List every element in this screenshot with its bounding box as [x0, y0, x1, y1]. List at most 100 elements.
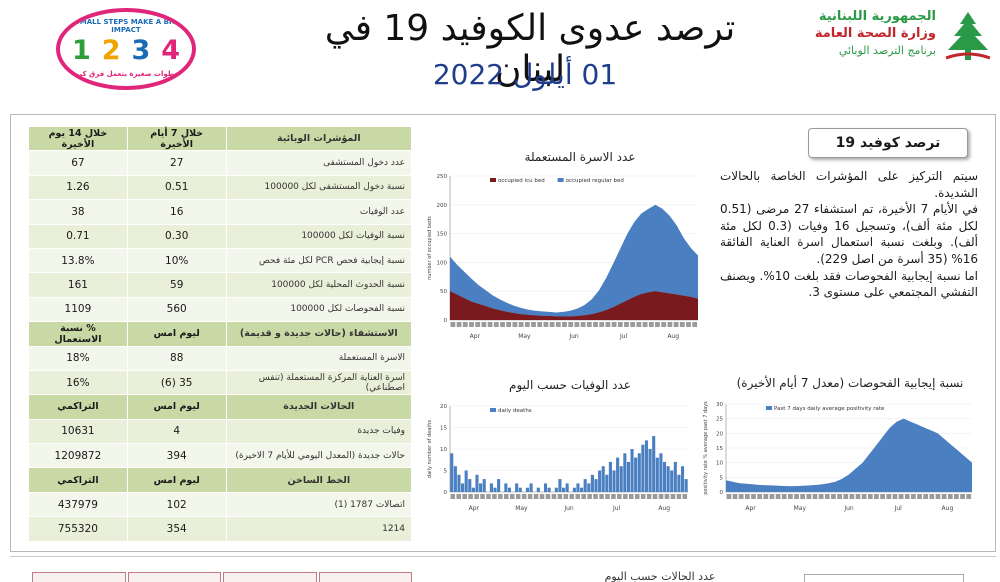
x-tick-mark — [599, 322, 605, 327]
legend-label: Past 7 days daily average positivity rat… — [774, 406, 885, 412]
ministry-name: الجمهورية اللبنانية وزارة الصحة العامة ب… — [815, 8, 936, 59]
bar — [590, 474, 594, 492]
row-value: 0.51 — [126, 174, 227, 201]
x-tick-mark — [692, 322, 698, 327]
y-tick-label: 10 — [440, 447, 447, 453]
ministry-line-3: برنامج الترصد الوبائي — [838, 44, 936, 57]
row-value: 38 — [28, 199, 128, 225]
x-tick-mark — [487, 322, 493, 327]
y-tick-label: 200 — [437, 203, 448, 209]
row-value: 0.30 — [126, 223, 227, 249]
x-tick-label: May — [794, 505, 807, 512]
y-axis-label: number of occupied beds — [427, 216, 433, 280]
x-tick-mark — [537, 322, 543, 327]
x-tick-mark — [855, 494, 861, 499]
x-tick-mark — [652, 494, 658, 499]
table-row: عدد الوفيات 16 38 — [28, 199, 413, 225]
x-tick-mark — [475, 322, 481, 327]
x-tick-mark — [630, 322, 636, 327]
x-tick-mark — [640, 494, 646, 499]
x-tick-mark — [539, 494, 545, 499]
x-tick-mark — [947, 494, 953, 499]
bar — [673, 461, 677, 492]
y-tick-label: 0 — [720, 490, 724, 496]
x-tick-mark — [929, 494, 935, 499]
x-tick-mark — [474, 494, 479, 499]
bar — [670, 470, 674, 492]
row-value: 27 — [126, 150, 227, 176]
y-axis-label: positivity rate % average past 7 days — [703, 401, 709, 495]
report-date: 01 أيلول 2022 — [432, 58, 618, 91]
x-tick-mark — [500, 322, 505, 327]
table-header-cell: خلال 7 أيام الأخيرة — [126, 125, 227, 152]
x-tick-mark — [800, 494, 806, 499]
row-value: 394 — [126, 443, 227, 469]
row-value: 88 — [126, 345, 227, 371]
x-tick-mark — [575, 494, 580, 499]
row-value: 0.71 — [28, 223, 128, 249]
x-tick-mark — [462, 494, 467, 499]
bar — [561, 487, 566, 492]
x-tick-mark — [605, 494, 610, 499]
deaths-chart-title: عدد الوفيات حسب اليوم — [509, 378, 631, 392]
x-tick-mark — [498, 494, 503, 499]
bar — [529, 483, 533, 492]
table-header-cell: % نسبة الاستعمال — [28, 321, 128, 347]
x-tick-mark — [646, 494, 652, 499]
table-row: عدد دخول المستشفى 27 67 — [28, 150, 413, 176]
x-tick-mark — [867, 494, 873, 499]
y-tick-label: 150 — [437, 232, 448, 238]
x-tick-label: May — [515, 505, 528, 512]
x-tick-mark — [837, 494, 842, 499]
bar — [630, 449, 634, 492]
chart-svg: daily number of deaths 0 5 10 15 20 Apr May Jun J… — [427, 404, 688, 512]
row-label: حالات جديدة (المعدل اليومي للأيام 7 الاخ… — [225, 443, 413, 469]
y-tick-label: 0 — [444, 490, 448, 496]
row-label: نسبة إيجابية فحص PCR لكل مئة فحص — [225, 247, 413, 274]
bar — [518, 487, 522, 492]
x-tick-mark — [648, 322, 654, 327]
bar — [662, 461, 667, 492]
bar — [507, 487, 512, 492]
bar — [619, 466, 623, 492]
table-header-row: الخط الساخن ليوم امس التراكمي — [28, 467, 413, 493]
bar — [648, 449, 652, 492]
x-tick-mark — [757, 494, 762, 499]
bar — [680, 466, 685, 492]
x-tick-mark — [569, 494, 575, 499]
campaign-digit: 1 — [72, 34, 91, 66]
x-tick-mark — [462, 322, 468, 327]
y-axis-label: daily number of deaths — [427, 420, 433, 479]
x-tick-mark — [531, 322, 536, 327]
x-tick-label: Jul — [619, 333, 628, 340]
campaign-digit: 4 — [161, 34, 180, 66]
bar — [616, 457, 620, 492]
x-tick-mark — [682, 494, 688, 499]
table-header-cell: الحالات الجديدة — [225, 394, 413, 420]
row-value: 354 — [126, 516, 227, 542]
table-row: نسبة إيجابية فحص PCR لكل مئة فحص 10% 13.… — [28, 247, 413, 274]
x-tick-mark — [574, 322, 580, 327]
legend-label: occupied icu bed — [498, 178, 545, 184]
x-tick-mark — [524, 322, 530, 327]
next-table-cell — [318, 572, 412, 582]
table-header-cell: التراكمي — [28, 394, 128, 420]
y-tick-label: 15 — [440, 426, 447, 432]
x-tick-mark — [456, 494, 461, 499]
x-tick-mark — [954, 494, 959, 499]
x-tick-mark — [593, 322, 598, 327]
x-tick-label: Aug — [658, 505, 670, 512]
row-value: 16% — [28, 369, 128, 396]
cases-chart-title: عدد الحالات حسب اليوم — [604, 570, 716, 582]
bar — [457, 474, 461, 492]
bar — [598, 470, 602, 492]
x-tick-mark — [935, 494, 941, 499]
row-value: 161 — [28, 272, 128, 298]
row-label: نسبة الفحوصات لكل 100000 — [225, 296, 413, 323]
table-row: اسرة العناية المركزة المستعملة (تنفس اصط… — [28, 369, 413, 396]
bar — [659, 453, 663, 492]
x-tick-mark — [904, 494, 910, 499]
x-tick-mark — [917, 494, 922, 499]
bar — [497, 479, 501, 492]
x-tick-mark — [450, 494, 456, 499]
